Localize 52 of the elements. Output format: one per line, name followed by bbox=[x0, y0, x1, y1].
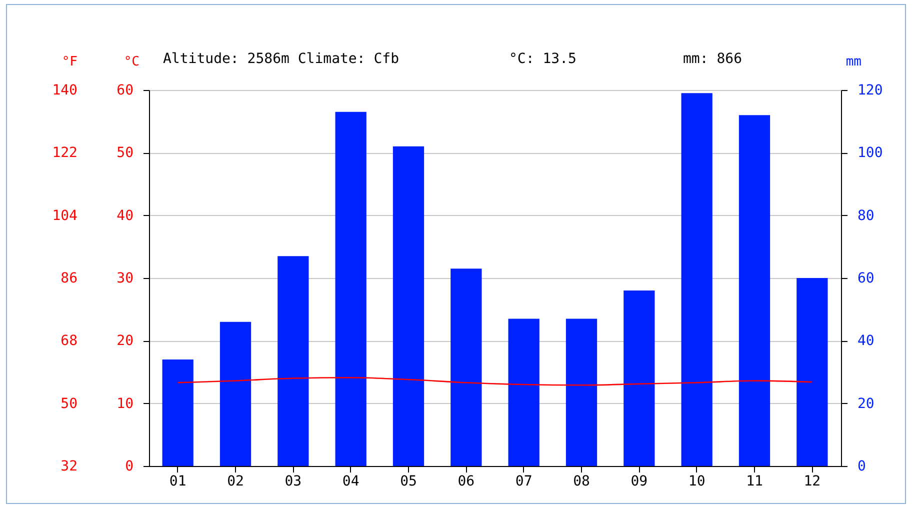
y2-tick-label: 120 bbox=[858, 82, 883, 98]
y3-axis-title: °F bbox=[62, 54, 78, 70]
y2-axis-title: mm bbox=[846, 54, 862, 70]
text: mm: 866 bbox=[683, 51, 742, 67]
y2-tick-label: 20 bbox=[858, 396, 874, 412]
y2-tick-label: 80 bbox=[858, 208, 874, 224]
x-tick-label: 06 bbox=[458, 474, 475, 490]
bar bbox=[624, 290, 655, 466]
bar bbox=[566, 318, 598, 466]
y-tick-label: 50 bbox=[116, 145, 134, 162]
y-tick-label: 40 bbox=[116, 208, 134, 224]
y2-tick-label: 40 bbox=[858, 333, 874, 350]
bar bbox=[796, 278, 828, 466]
y-tick-label: 10 bbox=[116, 396, 134, 412]
x-tick-label: 10 bbox=[688, 474, 706, 490]
bar bbox=[450, 268, 482, 466]
y-tick-label: 20 bbox=[116, 333, 134, 350]
y-tick-label: 30 bbox=[116, 270, 134, 286]
y3-tick-label: 68 bbox=[60, 333, 78, 350]
text: °C: 13.5 bbox=[509, 51, 576, 67]
y3-tick-label: 32 bbox=[60, 458, 78, 474]
x-tick-label: 01 bbox=[169, 474, 186, 490]
y3-tick-label: 50 bbox=[60, 396, 78, 412]
x-tick-label: 05 bbox=[400, 474, 417, 490]
y2-tick-label: 60 bbox=[858, 270, 874, 286]
x-tick-label: 04 bbox=[342, 474, 360, 490]
bar bbox=[508, 318, 540, 466]
bar bbox=[220, 322, 252, 466]
bar bbox=[162, 359, 194, 466]
y3-tick-label: 140 bbox=[52, 82, 78, 98]
x-tick-label: 12 bbox=[804, 474, 821, 490]
y3-tick-label: 86 bbox=[60, 270, 78, 286]
y2-tick-label: 100 bbox=[858, 145, 883, 162]
bar bbox=[278, 256, 309, 466]
bar bbox=[738, 115, 770, 466]
line-series bbox=[177, 376, 813, 386]
text: Altitude: 2586m Climate: Cfb bbox=[163, 51, 400, 67]
x-tick-label: 02 bbox=[227, 474, 244, 490]
bar bbox=[392, 146, 424, 466]
y-axis-title: °C bbox=[124, 54, 140, 70]
x-tick-label: 08 bbox=[573, 474, 590, 490]
x-tick-label: 07 bbox=[515, 474, 532, 490]
x-tick-label: 03 bbox=[284, 474, 302, 490]
bar bbox=[335, 112, 366, 466]
x-tick-label: 11 bbox=[746, 474, 763, 490]
x-tick-label: 09 bbox=[630, 474, 648, 490]
bar bbox=[681, 93, 712, 466]
y3-tick-label: 122 bbox=[52, 145, 78, 162]
y2-tick-label: 0 bbox=[858, 458, 866, 474]
y3-tick-label: 104 bbox=[52, 208, 78, 224]
y-tick-label: 0 bbox=[125, 458, 134, 474]
y-tick-label: 60 bbox=[116, 82, 134, 98]
